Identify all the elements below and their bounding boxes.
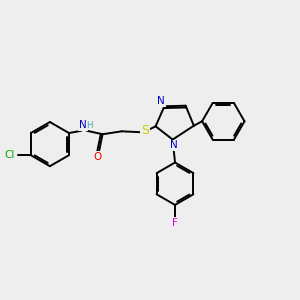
Text: N: N [170, 140, 178, 150]
Text: N: N [157, 96, 165, 106]
Text: N: N [79, 120, 87, 130]
Text: F: F [172, 218, 178, 228]
Text: H: H [86, 121, 93, 130]
Text: S: S [141, 124, 149, 137]
Text: Cl: Cl [4, 150, 15, 160]
Text: O: O [93, 152, 102, 162]
